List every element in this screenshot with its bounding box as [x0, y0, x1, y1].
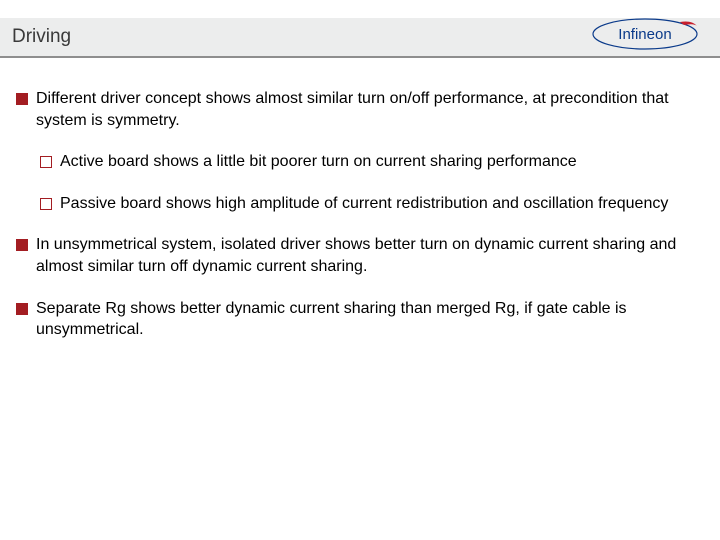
bullet-item: Active board shows a little bit poorer t… — [40, 151, 696, 173]
bullet-hollow-icon — [40, 198, 52, 210]
content-area: Different driver concept shows almost si… — [16, 88, 696, 361]
bullet-text: Different driver concept shows almost si… — [36, 88, 696, 131]
bullet-filled-icon — [16, 239, 28, 251]
bullet-hollow-icon — [40, 156, 52, 168]
bullet-text: Passive board shows high amplitude of cu… — [60, 193, 696, 215]
bullet-text: Separate Rg shows better dynamic current… — [36, 298, 696, 341]
bullet-item: Different driver concept shows almost si… — [16, 88, 696, 131]
bullet-filled-icon — [16, 303, 28, 315]
bullet-text: In unsymmetrical system, isolated driver… — [36, 234, 696, 277]
bullet-item: Passive board shows high amplitude of cu… — [40, 193, 696, 215]
bullet-item: In unsymmetrical system, isolated driver… — [16, 234, 696, 277]
svg-text:Infineon: Infineon — [618, 26, 671, 43]
brand-logo: Infineon — [590, 16, 700, 52]
page-title: Driving — [12, 26, 71, 48]
bullet-filled-icon — [16, 93, 28, 105]
bullet-item: Separate Rg shows better dynamic current… — [16, 298, 696, 341]
bullet-text: Active board shows a little bit poorer t… — [60, 151, 696, 173]
header-underline — [0, 56, 720, 58]
